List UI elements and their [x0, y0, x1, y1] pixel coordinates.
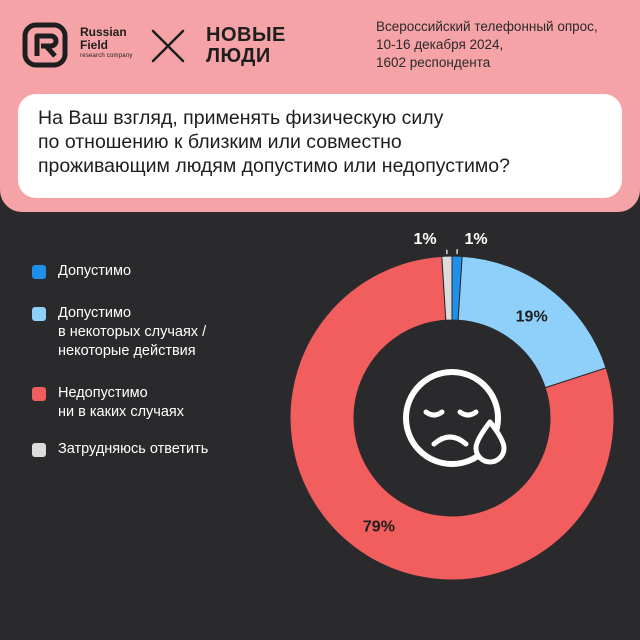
data-label: 19% [516, 308, 548, 325]
data-label: 1% [413, 231, 436, 248]
survey-info-line-2: 10-16 декабря 2024, [376, 37, 504, 52]
cross-icon [151, 29, 185, 63]
header-banner: Russian Field research company НОВЫЕ ЛЮД… [0, 0, 640, 212]
question-line-2: по отношению к близким или совместно [38, 131, 402, 153]
donut-slice [289, 255, 615, 581]
russian-field-brand: Russian Field research company [80, 26, 133, 61]
brand-line-2: Field [80, 38, 109, 52]
sad-face-tear-icon [403, 369, 507, 467]
legend-label: Затрудняюсь ответить [58, 441, 209, 457]
legend-label: Недопустимо ни в каких случаях [58, 385, 184, 420]
question-line-1: На Ваш взгляд, применять физическую силу [38, 107, 444, 129]
legend-label: Допустимо в некоторых случаях / некоторы… [58, 305, 207, 359]
brand-line-1: Russian [80, 25, 127, 39]
legend-label: Допустимо [58, 263, 132, 279]
brand-tagline: research company [80, 53, 133, 59]
novye-lyudi-logo: НОВЫЕ ЛЮДИ [206, 25, 286, 67]
brand2-line-1: НОВЫЕ [206, 24, 286, 46]
survey-info-line-3: 1602 респондента [376, 55, 491, 70]
data-label: 1% [464, 231, 487, 248]
survey-info: Всероссийский телефонный опрос, 10-16 де… [376, 18, 598, 72]
russian-field-logo-icon [22, 22, 68, 68]
survey-info-line-1: Всероссийский телефонный опрос, [376, 19, 598, 34]
brand2-line-2: ЛЮДИ [206, 45, 271, 67]
legend-swatch [32, 443, 46, 457]
data-label: 79% [363, 519, 395, 536]
question-line-3: проживающим людям допустимо или недопуст… [38, 155, 510, 177]
legend-swatch [32, 265, 46, 279]
donut-slice [441, 255, 453, 321]
legend-swatch [32, 387, 46, 401]
label-leader-line [456, 249, 458, 255]
legend-swatch [32, 307, 46, 321]
question-box: На Ваш взгляд, применять физическую силу… [18, 94, 622, 198]
